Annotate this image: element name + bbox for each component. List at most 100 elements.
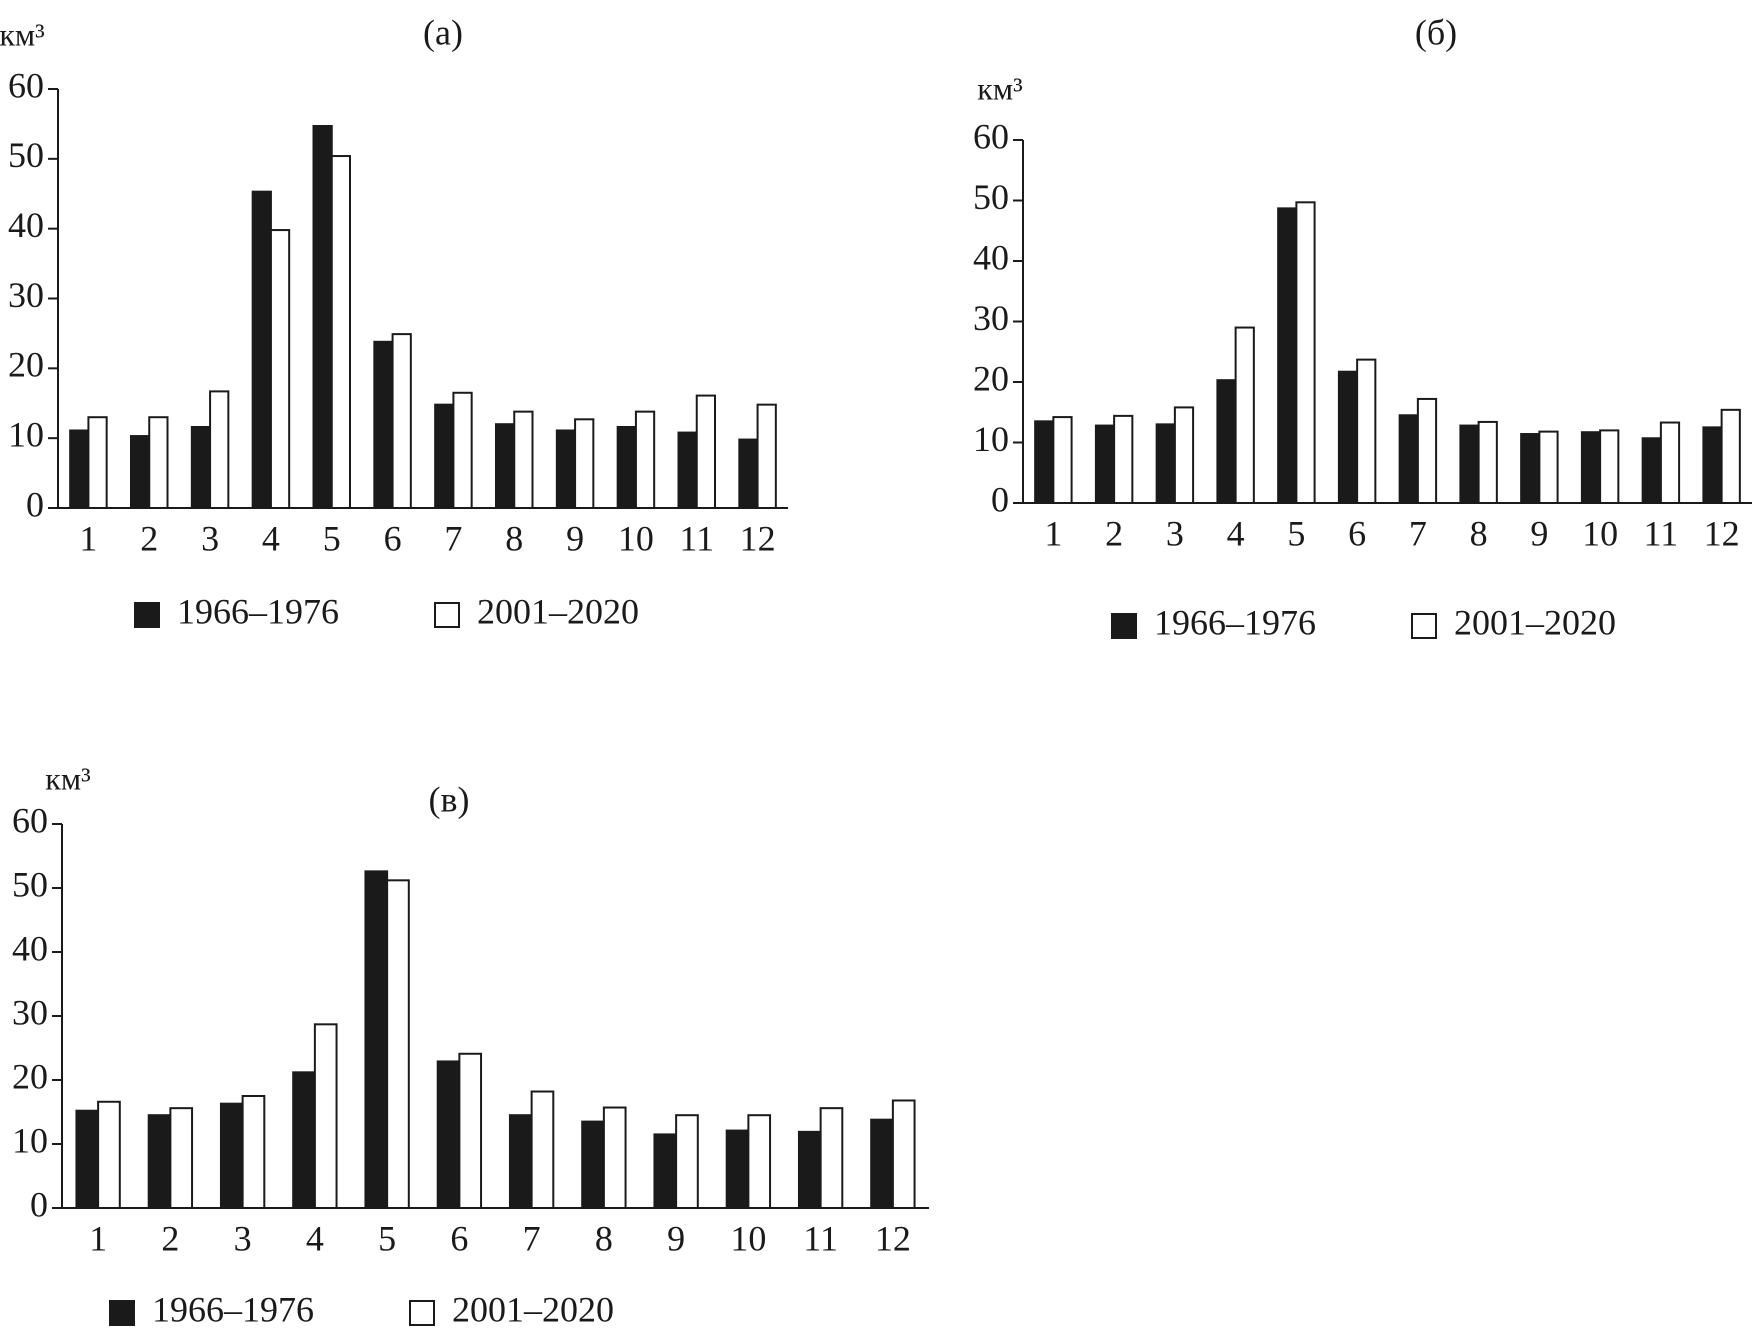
y-axis-label: км³ xyxy=(977,70,1022,106)
bar xyxy=(373,340,394,509)
y-tick-label: 40 xyxy=(973,237,1009,277)
x-tick-label: 1 xyxy=(1044,513,1062,553)
bar xyxy=(1295,201,1316,504)
x-tick-label: 11 xyxy=(679,518,714,558)
y-tick-label: 10 xyxy=(12,1120,48,1160)
x-tick-label: 10 xyxy=(730,1218,766,1258)
bar xyxy=(190,425,212,510)
chart-title: (б) xyxy=(1415,12,1457,52)
bar xyxy=(495,423,516,510)
x-tick-label: 4 xyxy=(1227,513,1245,553)
y-tick-label: 40 xyxy=(12,928,48,968)
bar xyxy=(1216,379,1237,504)
y-tick-label: 50 xyxy=(8,135,44,175)
x-tick-label: 1 xyxy=(79,518,97,558)
bar xyxy=(209,390,230,509)
bar xyxy=(675,1114,699,1209)
bar xyxy=(364,870,389,1209)
bar xyxy=(508,1114,533,1209)
bar xyxy=(1659,421,1681,504)
bar xyxy=(1720,408,1741,504)
bar xyxy=(797,1130,822,1209)
x-tick-label: 1 xyxy=(89,1218,107,1258)
bar xyxy=(69,429,90,509)
bar xyxy=(391,333,412,509)
bar xyxy=(219,1102,244,1210)
y-tick-label: 0 xyxy=(26,484,44,524)
bar xyxy=(870,1118,894,1210)
x-tick-label: 8 xyxy=(505,518,523,558)
legend-marker xyxy=(1111,613,1137,639)
bar xyxy=(1356,358,1377,504)
bar xyxy=(653,1133,678,1210)
x-tick-label: 4 xyxy=(262,518,280,558)
bar xyxy=(738,438,759,509)
bar xyxy=(386,879,410,1209)
x-tick-label: 2 xyxy=(161,1218,179,1258)
legend-label: 1966–1976 xyxy=(177,591,339,631)
y-tick-label: 30 xyxy=(12,992,48,1032)
bar xyxy=(292,1071,316,1209)
bar xyxy=(513,410,534,510)
x-tick-label: 9 xyxy=(566,518,584,558)
y-tick-label: 10 xyxy=(8,414,44,454)
bar xyxy=(1520,433,1541,504)
bar xyxy=(452,391,473,509)
y-axis-label: км³ xyxy=(45,760,90,796)
y-tick-label: 20 xyxy=(973,358,1009,398)
y-tick-label: 10 xyxy=(973,419,1009,459)
x-tick-label: 7 xyxy=(444,518,462,558)
bar xyxy=(1173,406,1195,504)
x-tick-label: 6 xyxy=(384,518,402,558)
x-tick-label: 6 xyxy=(450,1218,468,1258)
x-tick-label: 6 xyxy=(1348,513,1366,553)
bar xyxy=(1599,429,1620,504)
bar xyxy=(147,1114,172,1209)
bar xyxy=(581,1120,605,1209)
y-tick-label: 50 xyxy=(12,864,48,904)
x-tick-label: 5 xyxy=(378,1218,396,1258)
bar xyxy=(313,1023,338,1209)
bar xyxy=(87,416,108,510)
x-tick-label: 5 xyxy=(1287,513,1305,553)
bar xyxy=(75,1109,100,1209)
bar xyxy=(1277,207,1298,505)
bar xyxy=(1155,423,1176,505)
bar xyxy=(330,155,351,509)
x-tick-label: 4 xyxy=(306,1218,324,1258)
bar xyxy=(747,1114,772,1209)
y-axis-label: км³ xyxy=(0,16,45,52)
bar xyxy=(574,418,595,510)
x-tick-label: 2 xyxy=(1105,513,1123,553)
bar xyxy=(1234,326,1255,504)
bar xyxy=(1052,416,1073,504)
bar xyxy=(1337,370,1359,504)
bar xyxy=(241,1095,266,1209)
bar xyxy=(1113,414,1134,505)
bar xyxy=(616,425,637,510)
bar xyxy=(1580,431,1602,504)
bar xyxy=(251,190,272,509)
chart-title: (в) xyxy=(429,779,470,819)
bar xyxy=(695,394,716,509)
legend-marker xyxy=(434,602,460,628)
bar xyxy=(458,1052,483,1210)
legend-marker xyxy=(409,1300,435,1326)
y-tick-label: 20 xyxy=(8,345,44,385)
bar xyxy=(555,429,577,509)
x-tick-label: 5 xyxy=(323,518,341,558)
bar xyxy=(148,416,169,510)
bar xyxy=(269,229,291,510)
legend-marker xyxy=(134,602,160,628)
bar xyxy=(97,1100,121,1210)
bar xyxy=(436,1060,461,1209)
x-tick-label: 7 xyxy=(523,1218,541,1258)
bar xyxy=(434,403,455,509)
x-tick-label: 9 xyxy=(1530,513,1548,553)
bar xyxy=(1416,397,1438,504)
bar xyxy=(725,1129,750,1210)
bar xyxy=(819,1107,844,1210)
bar xyxy=(1034,420,1055,505)
bar xyxy=(1459,424,1480,504)
